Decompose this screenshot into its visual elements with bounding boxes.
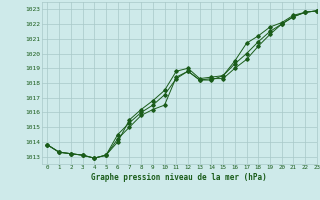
X-axis label: Graphe pression niveau de la mer (hPa): Graphe pression niveau de la mer (hPa): [91, 173, 267, 182]
